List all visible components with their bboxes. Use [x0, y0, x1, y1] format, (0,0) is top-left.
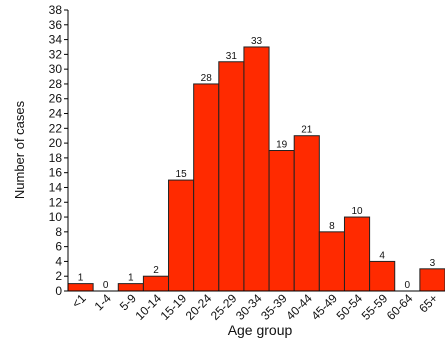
y-tick-label: 38 [49, 3, 63, 17]
x-tick-label: 60-64 [384, 291, 416, 323]
y-tick-label: 18 [49, 151, 63, 165]
y-tick-label: 26 [49, 92, 63, 106]
bar-value-label: 4 [379, 250, 385, 261]
bar [343, 216, 371, 292]
y-tick-label: 24 [49, 107, 63, 121]
y-tick-label: 10 [49, 210, 63, 224]
bar-value-label: 8 [329, 221, 335, 232]
bar-value-label: 28 [201, 73, 213, 84]
y-tick-label: 34 [49, 33, 63, 47]
bar [369, 260, 396, 292]
y-tick-label: 4 [55, 254, 62, 268]
bar-value-label: 0 [103, 280, 109, 291]
y-tick-label: 32 [49, 47, 63, 61]
bar-value-label: 1 [128, 273, 134, 284]
bar [293, 135, 320, 292]
x-tick-label: 1-4 [92, 291, 114, 313]
x-axis-title: Age group [228, 322, 293, 338]
bar [168, 179, 195, 292]
y-tick-label: 20 [49, 136, 63, 150]
bar [419, 268, 445, 292]
y-axis-title: Number of cases [12, 100, 27, 199]
y-tick-label: 28 [49, 77, 63, 91]
bar-value-label: 15 [176, 169, 188, 180]
x-tick-label: 20-24 [183, 291, 215, 323]
x-tick-label: 45-49 [308, 291, 340, 323]
bar-value-label: 19 [276, 140, 288, 151]
bar [218, 61, 245, 292]
bar-value-label: 2 [153, 265, 159, 276]
bar-value-label: 31 [226, 51, 238, 62]
y-tick-label: 30 [49, 62, 63, 76]
x-tick-label: 10-14 [132, 291, 164, 323]
bar [318, 231, 345, 292]
y-tick-label: 22 [49, 121, 63, 135]
bar [268, 150, 295, 292]
x-tick-label: 25-29 [208, 291, 240, 323]
x-tick-label: 55-59 [359, 291, 391, 323]
bar [117, 283, 144, 292]
x-tick-label: <1 [69, 291, 89, 311]
bar [193, 83, 220, 292]
x-tick-label: 15-19 [158, 291, 190, 323]
y-tick-label: 12 [49, 195, 63, 209]
y-tick-label: 16 [49, 166, 63, 180]
bar-value-label: 3 [430, 258, 436, 269]
y-tick-label: 6 [55, 240, 62, 254]
bar-value-label: 21 [301, 125, 313, 136]
bar [67, 283, 94, 292]
x-tick-label: 30-34 [233, 291, 265, 323]
bar-value-label: 1 [78, 273, 84, 284]
y-tick-label: 8 [55, 225, 62, 239]
x-tick-label: 35-39 [258, 291, 290, 323]
x-tick-label: 40-44 [283, 291, 315, 323]
bar-value-label: 10 [351, 206, 363, 217]
x-tick-label: 50-54 [334, 291, 366, 323]
y-tick-label: 14 [49, 180, 63, 194]
bar [243, 46, 270, 292]
y-tick-label: 0 [55, 284, 62, 298]
bar [142, 275, 170, 292]
x-tick-label: 65+ [416, 291, 440, 315]
bar-value-label: 0 [405, 280, 411, 291]
y-tick-label: 2 [55, 269, 62, 283]
y-tick-label: 36 [49, 18, 63, 32]
bar-value-label: 33 [251, 36, 263, 47]
